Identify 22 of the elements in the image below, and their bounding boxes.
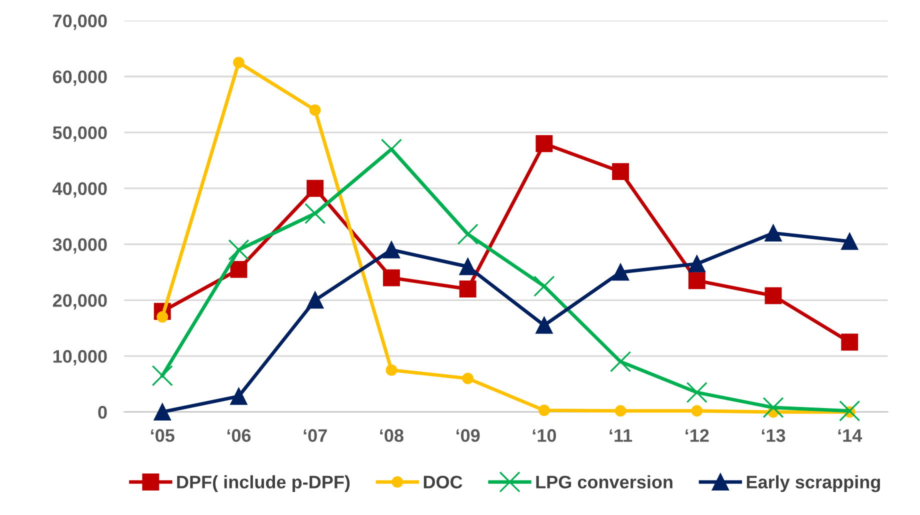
y-tick-label: 10,000 [53,350,107,366]
y-tick-label: 40,000 [52,182,107,198]
legend-label: LPG conversion [536,475,672,488]
y-tick-label: 50,000 [52,126,107,142]
x-tick-label: ‘08 [380,429,404,442]
x-tick-label: ‘11 [610,429,632,442]
x-tick-label: ‘06 [227,429,251,442]
legend-label: DOC [424,476,462,488]
y-tick-label: 30,000 [52,238,107,254]
x-tick-label: ‘12 [686,429,709,442]
x-tick-label: ‘10 [532,429,556,442]
legend-label: DPF( include p-DPF) [177,475,350,492]
y-tick-label: 20,000 [52,294,107,310]
x-tick-label: ‘09 [456,429,480,442]
x-tick-label: ‘07 [304,429,327,442]
y-tick-label: 70,000 [53,14,107,30]
x-tick-label: ‘14 [838,429,862,442]
x-tick-label: ‘05 [151,429,174,442]
y-tick-label: 60,000 [52,70,107,86]
legend-label: Early scrapping [746,475,880,492]
x-tick-label: ‘13 [762,429,786,442]
y-tick-label: 0 [98,406,107,419]
